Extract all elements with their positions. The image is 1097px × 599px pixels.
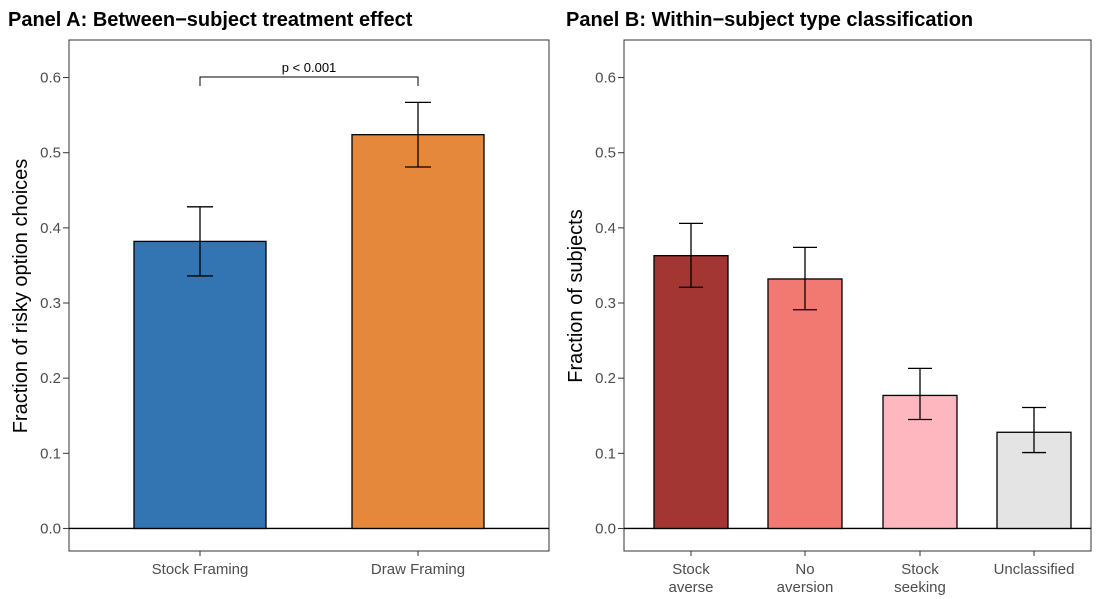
panel-b-x-tick-label: Unclassified <box>994 561 1075 578</box>
panel-b-y-tick-label: 0.0 <box>595 520 616 537</box>
panel-b-x-tick-label-line: aversion <box>777 579 834 596</box>
panel-a-y-tick-label: 0.5 <box>40 145 61 162</box>
panel-b-bar <box>882 394 958 530</box>
panel-a-x-tick-label-line: Stock Framing <box>152 561 249 578</box>
panel-b-title: Panel B: Within−subject type classificat… <box>566 9 973 31</box>
panel-a-bar <box>133 240 267 530</box>
panel-a-x-tick-label-line: Draw Framing <box>371 561 465 578</box>
panel-b-y-tick-label: 0.6 <box>595 70 616 87</box>
panel-a-y-axis-label: Fraction of risky option choices <box>10 159 32 434</box>
panel-b-panel-border <box>623 39 1092 552</box>
panel-b-x-tick-label-line: Unclassified <box>994 561 1075 578</box>
panel-b-x-tick-label-line: Stock <box>672 561 710 578</box>
panel-b-x-tick-label-line: Stock <box>901 561 939 578</box>
panel-a-y-tick-label: 0.1 <box>40 445 61 462</box>
panel-b-y-tick-label: 0.5 <box>595 145 616 162</box>
panel-b-y-axis-label: Fraction of subjects <box>565 209 587 382</box>
panel-b-x-tick-label-line: No <box>795 561 814 578</box>
panel-a-x-tick-label: Stock Framing <box>152 561 249 578</box>
panel-a-y-tick-label: 0.2 <box>40 370 61 387</box>
panel-b-y-tick-label: 0.4 <box>595 220 616 237</box>
panel-b-x-tick-label-line: seeking <box>894 579 946 596</box>
panel-a-y-tick-label: 0.4 <box>40 220 61 237</box>
panel-b-x-tick-label: No aversion <box>777 561 834 596</box>
panel-a-x-tick-label: Draw Framing <box>371 561 465 578</box>
panel-b-bar <box>767 278 843 530</box>
panel-b-x-tick-label: Stock seeking <box>894 561 946 596</box>
panel-b-y-tick-label: 0.1 <box>595 445 616 462</box>
panel-a-bar <box>351 134 485 530</box>
panel-a-panel-border <box>68 39 550 552</box>
panel-a-significance-label: p < 0.001 <box>282 60 337 75</box>
panel-b-x-tick-label: Stock averse <box>668 561 713 596</box>
panel-a-y-tick-label: 0.6 <box>40 70 61 87</box>
panel-a-y-tick-label: 0.0 <box>40 520 61 537</box>
panel-b-x-tick-label-line: averse <box>668 579 713 596</box>
panel-a-plot: 0.0 0.1 0.2 0.3 0.4 0.5 0.6 Stock Framing Draw F… <box>40 39 550 578</box>
panel-a-significance-bracket <box>199 76 419 86</box>
panel-b-y-tick-label: 0.2 <box>595 370 616 387</box>
panel-a-y-tick-label: 0.3 <box>40 295 61 312</box>
panel-b-y-tick-label: 0.3 <box>595 295 616 312</box>
panel-b-bar <box>653 255 729 530</box>
panel-a-title: Panel A: Between−subject treatment effec… <box>8 9 413 31</box>
